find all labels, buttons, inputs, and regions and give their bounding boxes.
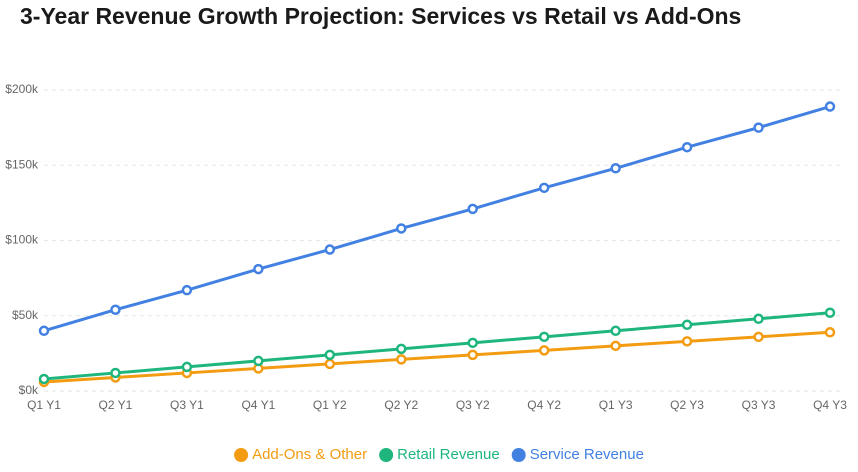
legend-marker xyxy=(511,448,526,462)
data-point xyxy=(681,141,693,153)
data-point xyxy=(253,355,264,367)
x-tick-label: Q4 Y2 xyxy=(527,398,561,412)
data-point xyxy=(38,325,50,337)
legend-marker xyxy=(234,448,249,462)
data-point xyxy=(181,284,193,296)
data-point xyxy=(467,349,478,361)
y-tick-label: $100k xyxy=(5,233,39,247)
data-point xyxy=(538,331,550,343)
y-tick-label: $0k xyxy=(19,383,39,397)
data-point xyxy=(396,343,407,355)
data-point xyxy=(824,307,836,318)
data-point xyxy=(753,331,764,343)
legend-item[interactable]: Add-Ons & Other xyxy=(234,446,367,463)
y-tick-label: $150k xyxy=(5,157,39,171)
x-tick-label: Q2 Y2 xyxy=(384,398,418,412)
data-point xyxy=(324,244,336,255)
x-tick-label: Q3 Y1 xyxy=(170,398,204,412)
data-point xyxy=(324,349,336,361)
data-point xyxy=(610,163,621,174)
data-point xyxy=(681,336,693,347)
data-point xyxy=(610,325,621,337)
data-point xyxy=(396,354,407,365)
data-point xyxy=(824,327,836,338)
data-point xyxy=(681,319,693,331)
series-line xyxy=(43,311,831,381)
legend-label: Retail Revenue xyxy=(397,446,500,463)
series-line xyxy=(43,330,831,384)
data-point xyxy=(181,361,193,373)
data-point xyxy=(753,313,764,325)
legend-item[interactable]: Retail Revenue xyxy=(379,446,500,463)
legend-label: Add-Ons & Other xyxy=(252,446,367,463)
legend-item[interactable]: Service Revenue xyxy=(511,446,644,463)
data-point xyxy=(324,358,336,370)
y-tick-label: $50k xyxy=(12,308,39,322)
data-point xyxy=(610,340,621,352)
legend-label: Service Revenue xyxy=(530,446,644,463)
data-point xyxy=(824,101,836,112)
data-point xyxy=(253,263,264,275)
chart-title: 3-Year Revenue Growth Projection: Servic… xyxy=(20,3,741,29)
data-point xyxy=(467,337,478,349)
data-point xyxy=(538,345,550,356)
data-point xyxy=(538,182,550,194)
data-point xyxy=(753,122,764,133)
series-line xyxy=(43,105,831,333)
data-point xyxy=(38,373,50,385)
data-point xyxy=(110,367,121,379)
x-tick-label: Q4 Y1 xyxy=(241,398,275,412)
x-tick-label: Q1 Y1 xyxy=(27,398,61,412)
x-tick-label: Q2 Y1 xyxy=(99,398,133,412)
x-tick-label: Q1 Y3 xyxy=(599,398,633,412)
x-tick-label: Q3 Y3 xyxy=(742,398,776,412)
x-tick-label: Q3 Y2 xyxy=(456,398,490,412)
data-point xyxy=(396,223,407,234)
x-tick-label: Q4 Y3 xyxy=(813,398,847,412)
legend-marker xyxy=(379,448,394,462)
x-tick-label: Q1 Y2 xyxy=(313,398,347,412)
data-point xyxy=(467,203,478,215)
data-point xyxy=(110,304,121,315)
x-tick-label: Q2 Y3 xyxy=(670,398,704,412)
y-tick-label: $200k xyxy=(5,82,39,96)
